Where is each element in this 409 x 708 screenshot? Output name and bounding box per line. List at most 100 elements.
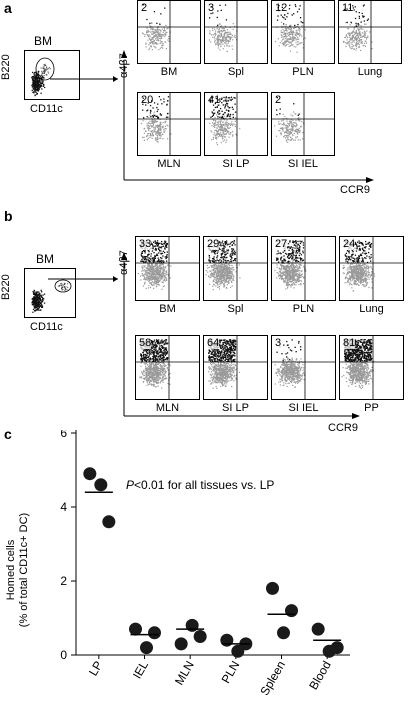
panel-b-axes	[48, 252, 360, 419]
source-dots	[31, 63, 51, 97]
flow-plot-dots	[205, 93, 267, 155]
quadrant-percentage: 3	[208, 2, 215, 14]
flow-plot-tissue-label: Spl	[228, 66, 244, 78]
x-tick-label: IEL	[130, 658, 151, 681]
flow-plot-dots	[340, 336, 403, 399]
quadrant-percentage: 20	[141, 94, 154, 106]
x-tick-label: LP	[86, 659, 105, 679]
flow-plot-dots	[272, 336, 335, 399]
panel-b-xaxis-label: CCR9	[328, 422, 358, 434]
flow-plot-mln: 20	[137, 92, 201, 156]
quadrant-percentage: 3	[275, 337, 282, 349]
gate-ellipse	[54, 279, 72, 293]
quadrant-percentage: 33	[139, 238, 152, 250]
flow-plot-si-iel: 2	[271, 92, 335, 156]
quadrant-percentage: 24	[343, 238, 356, 250]
panel-c-annotation-p: P	[126, 478, 135, 492]
flow-plot-si-iel: 3	[271, 335, 336, 400]
x-tick-label: Spleen	[257, 659, 288, 698]
flow-plot-bm: 33	[135, 236, 200, 301]
flow-plot-tissue-label: Spl	[227, 303, 244, 315]
panel-b-source-xlabel: CD11c	[30, 321, 63, 333]
flow-plot-tissue-label: MLN	[155, 402, 180, 414]
panel-b-source-plot	[24, 268, 76, 318]
flow-plot-tissue-label: PLN	[292, 66, 314, 78]
data-point	[311, 622, 325, 636]
panel-a-source-title: BM	[34, 34, 52, 48]
panel-a-source-dots	[31, 57, 55, 97]
quadrant-percentage: 12	[275, 2, 288, 14]
flow-plot-si-lp: 41	[204, 92, 268, 156]
quadrant-percentage: 81	[343, 337, 356, 349]
flow-plot-dots	[204, 336, 267, 399]
flow-plot-spl: 3	[204, 0, 268, 64]
data-point	[148, 626, 161, 640]
flow-plot-pp: 81	[339, 335, 404, 400]
flow-plot-dots	[272, 237, 335, 300]
data-point	[174, 637, 188, 651]
flow-plot-lung: 24	[339, 236, 404, 301]
flow-plot-dots	[138, 1, 200, 63]
y-tick-label: 2	[60, 574, 67, 588]
panel-a-yaxis-label: α4β7	[118, 53, 130, 78]
panel-b-yaxis-label: α4β7	[118, 250, 130, 275]
flow-plot-tissue-label: PLN	[292, 303, 315, 315]
panel-b-label: b	[4, 208, 13, 224]
data-point	[94, 478, 108, 492]
x-tick-label: Blood	[306, 659, 333, 693]
panel-a-source-xlabel: CD11c	[30, 103, 63, 115]
flow-plot-dots	[204, 237, 267, 300]
flow-plot-tissue-label: BM	[159, 303, 176, 315]
data-point	[140, 641, 153, 655]
panel-c-label: c	[4, 426, 12, 442]
panel-a-source-plot	[24, 50, 80, 100]
panel-a-axes	[50, 50, 374, 183]
data-point	[129, 622, 142, 636]
flow-plot-dots	[339, 1, 401, 63]
flow-plot-tissue-label: SI IEL	[288, 402, 319, 414]
y-tick-label: 0	[60, 648, 67, 662]
y-tick-label: 4	[60, 500, 67, 514]
data-point	[102, 515, 116, 529]
quadrant-percentage: 58	[139, 337, 152, 349]
quadrant-percentage: 41	[208, 94, 221, 106]
panel-c-annotation-rest: <0.01 for all tissues vs. LP	[134, 478, 275, 492]
flow-plot-pln: 27	[271, 236, 336, 301]
flow-plot-si-lp: 64	[203, 335, 268, 400]
data-point	[277, 626, 290, 640]
data-point	[185, 618, 199, 632]
data-point	[266, 581, 279, 595]
panel-a-label: a	[4, 0, 12, 16]
flow-plot-tissue-label: SI LP	[222, 402, 249, 414]
data-point	[83, 467, 97, 481]
panel-b-source-dots	[31, 279, 72, 313]
quadrant-percentage: 2	[275, 94, 282, 106]
panel-a-xaxis-label: CCR9	[340, 184, 370, 196]
data-point	[285, 604, 298, 618]
flow-plot-dots	[272, 93, 334, 155]
x-tick-label: PLN	[219, 659, 243, 686]
panel-c-scatter-chart: 0 2 4 6 LP IEL MLN PLN Spleen Blood	[60, 430, 350, 698]
data-point	[220, 633, 234, 647]
flow-plot-dots	[272, 1, 334, 63]
data-point	[193, 630, 207, 643]
quadrant-percentage: 27	[275, 238, 288, 250]
panel-c-annotation: P<0.01 for all tissues vs. LP	[126, 478, 274, 492]
flow-plot-tissue-label: MLN	[157, 158, 181, 170]
flow-plot-mln: 58	[135, 335, 200, 400]
source-dots	[31, 282, 69, 313]
panel-b-source-title: BM	[36, 252, 54, 266]
flow-plot-bm: 2	[137, 0, 201, 64]
data-point	[330, 641, 344, 655]
flow-plot-dots	[205, 1, 267, 63]
flow-plot-lung: 11	[338, 0, 402, 64]
y-tick-label: 6	[60, 430, 67, 440]
flow-plot-tissue-label: Lung	[357, 66, 383, 78]
quadrant-percentage: 11	[342, 2, 354, 14]
flow-plot-tissue-label: Lung	[359, 303, 384, 315]
gate-ellipse	[35, 57, 55, 81]
quadrant-percentage: 29	[207, 238, 220, 250]
flow-plot-tissue-label: PP	[364, 402, 379, 414]
flow-plot-tissue-label: SI LP	[222, 158, 250, 170]
flow-plot-tissue-label: SI IEL	[288, 158, 318, 170]
